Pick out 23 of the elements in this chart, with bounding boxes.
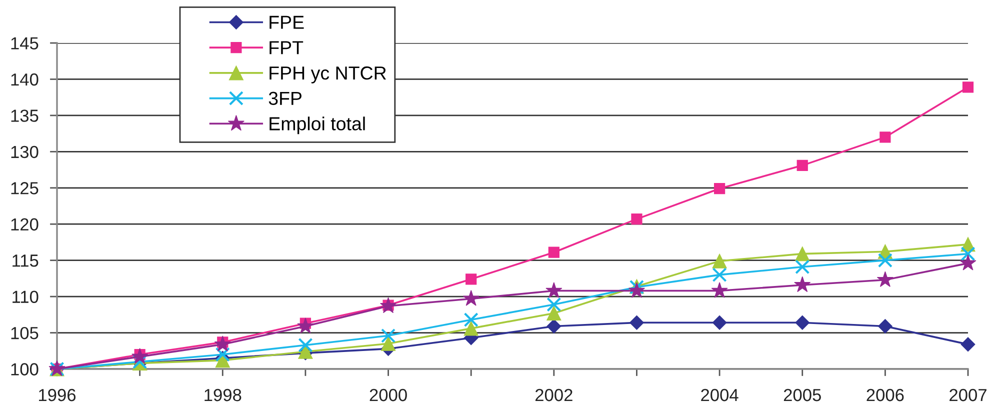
x-tick-label: 2000 [370,388,407,402]
y-tick-label: 145 [11,37,38,50]
y-tick-label: 115 [12,254,38,267]
legend-label: FPH yc NTCR [270,66,386,84]
y-tick-label: 135 [11,110,38,122]
y-tick-label: 100 [11,363,38,376]
y-tick-label: 105 [11,326,38,340]
y-tick-label: 110 [12,290,38,304]
legend-label: FPT [270,41,304,54]
x-tick-label: 2006 [866,388,904,402]
x-tick-label: 2007 [950,388,986,402]
y-tick-label: 125 [11,182,38,194]
legend-label: 3FP [268,92,302,106]
legend-label: FPE [270,16,304,29]
x-tick-label: 2002 [535,388,572,402]
legend-label: Emploi total [270,116,365,134]
x-tick-label: 2004 [701,388,738,402]
y-tick-label: 130 [11,146,38,158]
x-tick-label: 1998 [204,388,242,402]
x-tick-label: 1996 [39,388,76,402]
y-tick-label: 120 [11,218,38,231]
x-tick-label: 2005 [784,388,821,402]
y-tick-label: 140 [11,73,38,86]
